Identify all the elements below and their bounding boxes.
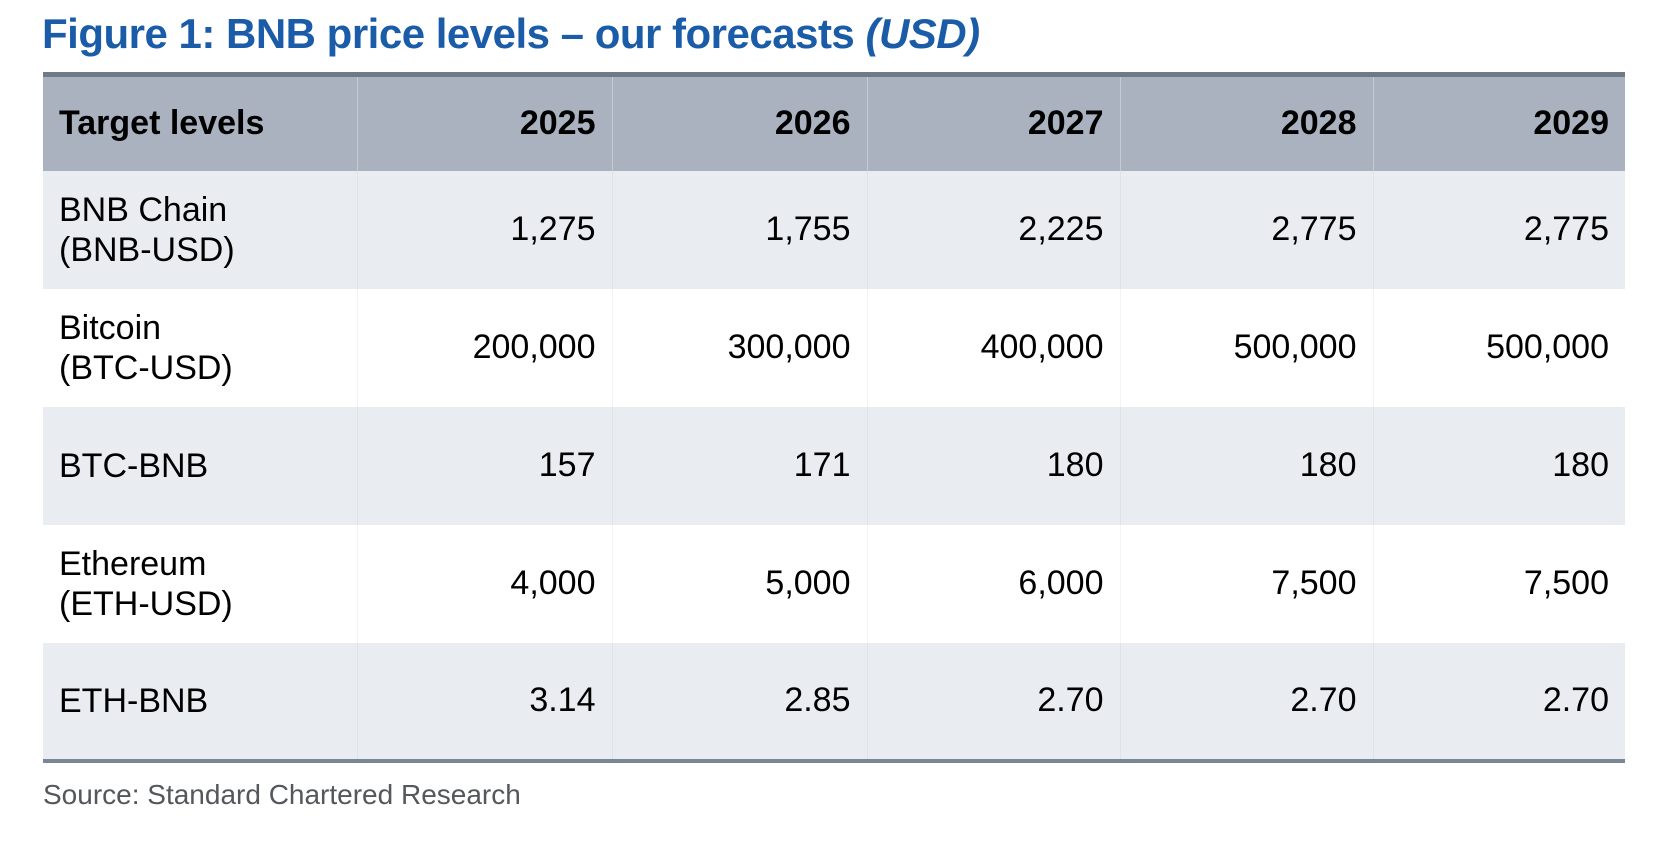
- value-cell: 157: [356, 406, 612, 525]
- value-cell: 7,500: [1119, 524, 1373, 643]
- table-row-bnb-chain: BNB Chain (BNB-USD) 1,275 1,755 2,225 2,…: [43, 170, 1625, 289]
- table-header-row: Target levels 2025 2026 2027 2028 2029: [43, 74, 1625, 171]
- figure-title: Figure 1: BNB price levels – our forecas…: [42, 10, 1658, 58]
- col-header-2029: 2029: [1372, 74, 1625, 171]
- row-label-line1: Ethereum: [59, 544, 207, 583]
- value-cell: 500,000: [1372, 288, 1625, 407]
- row-label: Ethereum (ETH-USD): [43, 525, 357, 643]
- source-attribution: Source: Standard Chartered Research: [43, 778, 521, 810]
- row-label: ETH-BNB: [43, 643, 357, 761]
- value-cell: 171: [611, 406, 867, 525]
- figure-title-currency-suffix: (USD): [865, 10, 980, 57]
- table-row-btc-bnb: BTC-BNB 157 171 180 180 180: [43, 406, 1625, 525]
- value-cell: 4,000: [356, 524, 612, 643]
- value-cell: 180: [866, 406, 1120, 525]
- value-cell: 2,225: [866, 170, 1120, 289]
- value-cell: 500,000: [1119, 288, 1373, 407]
- col-header-target-levels: Target levels: [43, 74, 357, 171]
- table-row-ethereum: Ethereum (ETH-USD) 4,000 5,000 6,000 7,5…: [43, 524, 1625, 643]
- col-header-2028: 2028: [1119, 74, 1373, 171]
- row-label: BNB Chain (BNB-USD): [43, 171, 357, 289]
- value-cell: 7,500: [1372, 524, 1625, 643]
- value-cell: 2,775: [1119, 170, 1373, 289]
- table-row-eth-bnb: ETH-BNB 3.14 2.85 2.70 2.70 2.70: [43, 642, 1625, 761]
- col-header-2025: 2025: [356, 74, 612, 171]
- value-cell: 2.70: [1119, 642, 1373, 761]
- value-cell: 1,275: [356, 170, 612, 289]
- row-label-line1: BNB Chain: [59, 190, 228, 229]
- value-cell: 2.70: [866, 642, 1120, 761]
- value-cell: 5,000: [611, 524, 867, 643]
- value-cell: 6,000: [866, 524, 1120, 643]
- value-cell: 400,000: [866, 288, 1120, 407]
- value-cell: 1,755: [611, 170, 867, 289]
- col-header-2026: 2026: [611, 74, 867, 171]
- row-label-line1: Bitcoin: [59, 308, 162, 347]
- row-label: BTC-BNB: [43, 407, 357, 525]
- value-cell: 180: [1119, 406, 1373, 525]
- value-cell: 2.70: [1372, 642, 1625, 761]
- row-label: Bitcoin (BTC-USD): [43, 289, 357, 407]
- col-header-2027: 2027: [866, 74, 1120, 171]
- row-label-line2: (BNB-USD): [59, 230, 235, 269]
- value-cell: 2,775: [1372, 170, 1625, 289]
- value-cell: 180: [1372, 406, 1625, 525]
- value-cell: 3.14: [356, 642, 612, 761]
- table-row-bitcoin: Bitcoin (BTC-USD) 200,000 300,000 400,00…: [43, 288, 1625, 407]
- row-label-line2: (ETH-USD): [59, 584, 233, 623]
- value-cell: 200,000: [356, 288, 612, 407]
- row-label-line2: (BTC-USD): [59, 348, 233, 387]
- value-cell: 300,000: [611, 288, 867, 407]
- forecast-table: Target levels 2025 2026 2027 2028 2029 B…: [43, 72, 1625, 763]
- row-label-line1: BTC-BNB: [59, 446, 209, 485]
- row-label-line1: ETH-BNB: [59, 681, 209, 720]
- value-cell: 2.85: [611, 642, 867, 761]
- figure-title-main: Figure 1: BNB price levels – our forecas…: [42, 10, 855, 57]
